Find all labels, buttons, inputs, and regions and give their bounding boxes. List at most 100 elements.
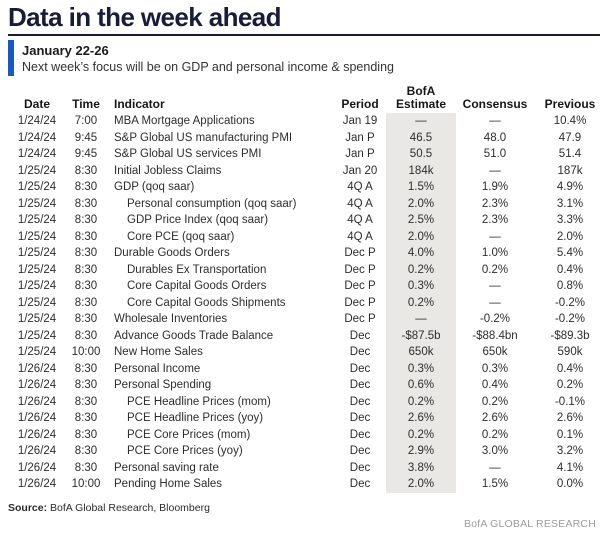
period-cell: Jan P xyxy=(345,131,375,144)
indicator-cell: PCE Core Prices (yoy) xyxy=(127,445,243,457)
consensus-cell: 1.9% xyxy=(481,181,509,193)
table-row: 1/25/24 8:30 Durables Ex Transportation … xyxy=(8,261,606,278)
table-row: 1/26/24 8:30 PCE Headline Prices (yoy) D… xyxy=(8,410,606,427)
bofa-estimate-cell: 0.2% xyxy=(386,393,456,410)
indicator-cell: GDP (qoq saar) xyxy=(114,181,195,193)
time-cell: 8:30 xyxy=(74,461,98,474)
column-header-consensus: Consensus xyxy=(462,97,528,111)
time-cell: 8:30 xyxy=(74,362,98,375)
consensus-cell: — xyxy=(489,115,501,127)
period-cell: Dec xyxy=(349,379,371,391)
period-cell: Jan P xyxy=(345,148,375,160)
consensus-cell: -$88.4bn xyxy=(472,329,518,342)
previous-cell: 0.8% xyxy=(556,280,584,292)
date-cell: 1/25/24 xyxy=(17,214,57,226)
time-cell: 8:30 xyxy=(74,181,98,193)
date-cell: 1/26/24 xyxy=(17,395,57,408)
indicator-cell: Core Capital Goods Orders xyxy=(127,280,267,292)
table-row: 1/25/24 8:30 Durable Goods Orders Dec P … xyxy=(8,245,606,262)
table-row: 1/25/24 8:30 GDP (qoq saar) 4Q A 1.5% 1.… xyxy=(8,179,606,196)
bofa-estimate-cell: 650k xyxy=(386,344,456,361)
previous-cell: 4.9% xyxy=(556,181,584,193)
bofa-estimate-cell: 2.0% xyxy=(386,476,456,493)
indicator-cell: Core PCE (qoq saar) xyxy=(127,230,235,243)
bofa-estimate-cell: 2.9% xyxy=(386,443,456,460)
report-page: Data in the week ahead January 22-26 Nex… xyxy=(8,2,606,514)
table-row: 1/24/24 9:45 S&P Global US manufacturing… xyxy=(8,129,606,146)
period-cell: 4Q A xyxy=(347,197,373,210)
table-row: 1/24/24 9:45 S&P Global US services PMI … xyxy=(8,146,606,163)
previous-cell: 2.0% xyxy=(556,230,584,243)
indicator-cell: PCE Headline Prices (mom) xyxy=(127,395,271,408)
date-cell: 1/26/24 xyxy=(17,445,57,457)
time-cell: 8:30 xyxy=(74,395,98,408)
date-cell: 1/25/24 xyxy=(17,263,57,276)
time-cell: 8:30 xyxy=(74,313,98,325)
period-cell: Dec xyxy=(349,395,371,408)
previous-cell: 0.0% xyxy=(556,478,584,490)
column-header-bofa-estimate-bottom: Estimate xyxy=(395,97,447,111)
consensus-cell: — xyxy=(489,164,501,177)
previous-cell: 590k xyxy=(557,346,583,358)
date-cell: 1/25/24 xyxy=(17,164,57,177)
date-cell: 1/25/24 xyxy=(17,181,57,193)
consensus-cell: 1.5% xyxy=(481,478,509,490)
period-cell: Dec xyxy=(349,445,371,457)
indicator-cell: S&P Global US services PMI xyxy=(114,148,262,160)
table-row: 1/26/24 8:30 Personal saving rate Dec 3.… xyxy=(8,459,606,476)
date-cell: 1/25/24 xyxy=(17,280,57,292)
date-cell: 1/26/24 xyxy=(17,461,57,474)
period-cell: Dec xyxy=(349,461,371,474)
previous-cell: 51.4 xyxy=(558,148,582,160)
table-body: 1/24/24 7:00 MBA Mortgage Applications J… xyxy=(8,113,606,493)
time-cell: 8:30 xyxy=(74,197,98,210)
column-header-period: Period xyxy=(341,97,379,111)
time-cell: 10:00 xyxy=(71,346,101,358)
table-row: 1/26/24 8:30 PCE Headline Prices (mom) D… xyxy=(8,393,606,410)
bofa-estimate-cell: 50.5 xyxy=(386,146,456,163)
table-row: 1/24/24 7:00 MBA Mortgage Applications J… xyxy=(8,113,606,130)
table-row: 1/25/24 8:30 Core PCE (qoq saar) 4Q A 2.… xyxy=(8,228,606,245)
column-header-bofa-estimate-top: BofA xyxy=(406,84,436,98)
bofa-estimate-cell: 0.6% xyxy=(386,377,456,394)
brand-footer: BofA GLOBAL RESEARCH xyxy=(464,518,596,530)
consensus-cell: — xyxy=(489,280,501,292)
date-cell: 1/24/24 xyxy=(17,148,57,160)
table-row: 1/25/24 8:30 Core Capital Goods Orders D… xyxy=(8,278,606,295)
bofa-estimate-cell: 2.6% xyxy=(386,410,456,427)
indicator-cell: Personal saving rate xyxy=(114,461,219,474)
indicator-cell: S&P Global US manufacturing PMI xyxy=(114,131,293,144)
period-cell: 4Q A xyxy=(347,230,373,243)
table-row: 1/26/24 8:30 Personal Spending Dec 0.6% … xyxy=(8,377,606,394)
indicator-cell: GDP Price Index (qoq saar) xyxy=(127,214,269,226)
indicator-cell: Durable Goods Orders xyxy=(114,247,230,259)
bofa-estimate-cell: 0.2% xyxy=(386,261,456,278)
period-cell: Jan 20 xyxy=(342,164,378,177)
consensus-cell: -0.2% xyxy=(479,313,511,325)
period-cell: Dec xyxy=(349,362,371,375)
week-callout: January 22-26 Next week’s focus will be … xyxy=(8,40,600,76)
subtitle-text: Next week’s focus will be on GDP and per… xyxy=(22,60,394,74)
time-cell: 9:45 xyxy=(74,148,98,160)
consensus-cell: — xyxy=(489,461,501,474)
bofa-estimate-cell: — xyxy=(386,311,456,328)
consensus-cell: 51.0 xyxy=(483,148,507,160)
consensus-cell: 48.0 xyxy=(483,131,507,144)
title-divider xyxy=(8,34,600,36)
time-cell: 8:30 xyxy=(74,247,98,259)
date-cell: 1/25/24 xyxy=(17,313,57,325)
bofa-estimate-cell: 2.5% xyxy=(386,212,456,229)
consensus-cell: 1.0% xyxy=(481,247,509,259)
consensus-cell: 0.3% xyxy=(481,362,509,375)
indicator-cell: Advance Goods Trade Balance xyxy=(114,329,274,342)
previous-cell: -0.2% xyxy=(554,313,586,325)
indicator-cell: Personal Income xyxy=(114,362,201,375)
date-cell: 1/26/24 xyxy=(17,379,57,391)
table-row: 1/25/24 8:30 Core Capital Goods Shipment… xyxy=(8,294,606,311)
previous-cell: 3.3% xyxy=(556,214,584,226)
period-cell: Dec P xyxy=(344,247,376,259)
column-header-bofa-estimate: BofA Estimate xyxy=(386,85,456,113)
date-cell: 1/25/24 xyxy=(17,329,57,342)
bofa-estimate-cell: 0.2% xyxy=(386,294,456,311)
consensus-cell: 0.4% xyxy=(481,379,509,391)
